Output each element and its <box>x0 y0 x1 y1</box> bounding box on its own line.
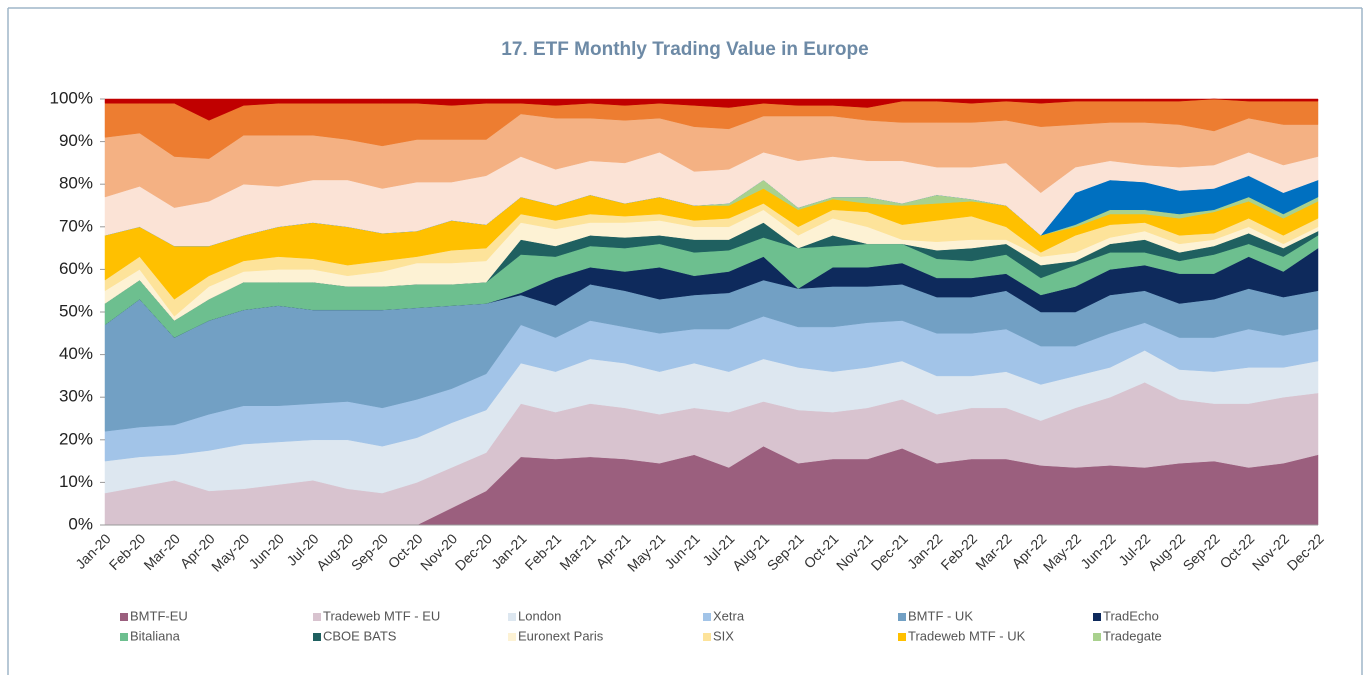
legend-label: Tradeweb MTF - UK <box>908 628 1026 643</box>
chart-title: 17. ETF Monthly Trading Value in Europe <box>501 39 868 60</box>
legend-swatch <box>1093 633 1101 641</box>
legend-label: BMTF - UK <box>908 608 973 623</box>
y-tick-label: 80% <box>59 174 93 193</box>
x-tick-label: Dec-21 <box>868 530 911 573</box>
legend-label: SIX <box>713 628 734 643</box>
legend-swatch <box>898 613 906 621</box>
legend-label: CBOE BATS <box>323 628 397 643</box>
legend-label: Tradeweb MTF - EU <box>323 608 440 623</box>
x-tick-label: Dec-20 <box>452 530 495 573</box>
y-tick-label: 90% <box>59 131 93 150</box>
x-tick-label: Aug-21 <box>729 530 772 573</box>
legend-label: TradEcho <box>1103 608 1159 623</box>
area <box>104 98 1319 121</box>
x-tick-label: Jun-20 <box>245 530 287 572</box>
x-tick-label: Feb-21 <box>522 530 565 573</box>
y-tick-label: 20% <box>59 429 93 448</box>
legend-swatch <box>703 613 711 621</box>
x-tick-label: Dec-22 <box>1284 530 1327 573</box>
x-tick-label: Jan-20 <box>72 530 114 572</box>
x-tick-label: Mar-21 <box>556 530 599 573</box>
x-tick-label: Aug-20 <box>313 530 356 573</box>
y-tick-label: 40% <box>59 344 93 363</box>
x-tick-label: Jun-21 <box>661 530 703 572</box>
x-tick-label: Jan-22 <box>904 530 946 572</box>
legend-label: Tradegate <box>1103 628 1162 643</box>
x-tick-label: Mar-20 <box>140 530 183 573</box>
legend-swatch <box>313 633 321 641</box>
legend-swatch <box>508 613 516 621</box>
y-tick-label: 10% <box>59 472 93 491</box>
y-tick-label: 100% <box>50 88 93 107</box>
y-tick-label: 0% <box>68 514 93 533</box>
legend-swatch <box>898 633 906 641</box>
legend-label: London <box>518 608 561 623</box>
y-tick-label: 50% <box>59 301 93 320</box>
legend-label: BMTF-EU <box>130 608 188 623</box>
legend-swatch <box>120 633 128 641</box>
x-tick-label: Nov-20 <box>417 530 460 573</box>
legend-label: Euronext Paris <box>518 628 604 643</box>
x-tick-label: Nov-21 <box>833 530 876 573</box>
x-tick-label: May-22 <box>1040 530 1084 574</box>
x-tick-label: Feb-20 <box>106 530 149 573</box>
x-tick-label: Aug-22 <box>1145 530 1188 573</box>
y-tick-label: 60% <box>59 259 93 278</box>
legend-swatch <box>508 633 516 641</box>
x-tick-label: Sep-22 <box>1180 530 1223 573</box>
x-tick-label: Mar-22 <box>972 530 1015 573</box>
y-tick-label: 30% <box>59 387 93 406</box>
x-tick-label: Nov-22 <box>1249 530 1292 573</box>
x-tick-label: Feb-22 <box>937 530 980 573</box>
legend-swatch <box>703 633 711 641</box>
legend-swatch <box>120 613 128 621</box>
x-tick-label: May-20 <box>208 530 252 574</box>
legend-label: Bitaliana <box>130 628 181 643</box>
y-tick-label: 70% <box>59 216 93 235</box>
x-tick-label: May-21 <box>624 530 668 574</box>
x-tick-label: Jun-22 <box>1077 530 1119 572</box>
legend-label: Xetra <box>713 608 745 623</box>
x-tick-label: Sep-21 <box>764 530 807 573</box>
legend-swatch <box>1093 613 1101 621</box>
x-tick-label: Sep-20 <box>348 530 391 573</box>
x-tick-label: Jan-21 <box>488 530 530 572</box>
legend-swatch <box>313 613 321 621</box>
